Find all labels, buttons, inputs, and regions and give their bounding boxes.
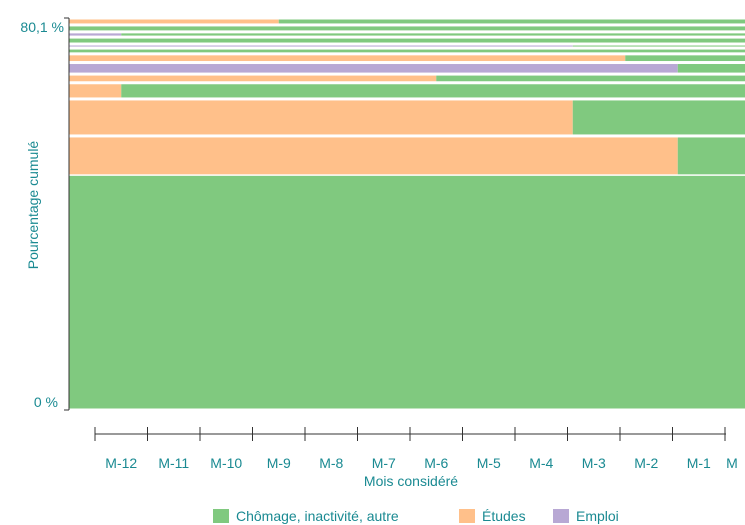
x-tick-label: M-8 [319,455,343,471]
bar-row-12-segment-chomage [69,26,745,31]
bar-row-8-segment-chomage [69,49,745,53]
x-tick-label: M-5 [477,455,501,471]
x-tick-label: M [726,455,738,471]
x-tick-label: M-7 [372,455,396,471]
x-axis-label: Mois considéré [364,473,458,489]
x-tick-label: M-2 [634,455,658,471]
legend-swatch-chomage [213,509,229,523]
bars-group [69,19,745,409]
bar-row-7-segment-etudes [69,55,626,62]
y-tick-label-top: 80,1 % [20,19,64,35]
x-ticks-group: M-12 M-11 M-10 M-9 M-8 M-7 M-6 M-5 M-4 M-3 M-2 M-1 M [94,427,738,471]
x-tick-label: M-12 [105,455,137,471]
bar-row-11-segment-emploi [69,33,122,36]
bar-row-2-segment-etudes [69,137,678,175]
x-tick-label: M-6 [424,455,448,471]
x-tick-label: M-1 [687,455,711,471]
legend-label-emploi: Emploi [576,508,619,524]
bar-row-13-segment-etudes [69,19,279,24]
legend-label-chomage: Chômage, inactivité, autre [236,508,399,524]
bar-row-3-segment-chomage [572,100,745,135]
bar-row-7-segment-chomage [625,55,745,62]
x-tick-label: M-9 [267,455,291,471]
bar-row-9-segment-chomage [572,45,745,47]
x-tick-label: M-10 [210,455,242,471]
bar-row-4-segment-etudes [69,84,122,98]
bar-row-9-segment-emploi [69,45,573,47]
y-tick-label-bottom: 0 % [34,394,58,410]
x-tick-label: M-11 [158,455,189,471]
x-tick-label: M-4 [529,455,553,471]
legend: Chômage, inactivité, autre Études Emploi [213,508,619,524]
bar-row-4-segment-chomage [121,84,745,98]
bar-row-1-segment-chomage [69,175,745,409]
bar-row-3-segment-etudes [69,100,573,135]
legend-swatch-emploi [553,509,569,523]
y-axis-label: Pourcentage cumulé [25,141,41,270]
legend-swatch-etudes [459,509,475,523]
x-tick-label: M-3 [582,455,606,471]
bar-row-6-segment-emploi [69,64,678,73]
bar-row-13-segment-chomage [278,19,745,24]
bar-row-2-segment-chomage [677,137,745,175]
bar-row-5-segment-etudes [69,75,437,82]
bar-row-10-segment-chomage [69,38,745,43]
bar-row-6-segment-chomage [677,64,745,73]
bar-row-5-segment-chomage [436,75,745,82]
bar-row-11-segment-chomage [121,33,745,36]
legend-label-etudes: Études [482,508,526,524]
